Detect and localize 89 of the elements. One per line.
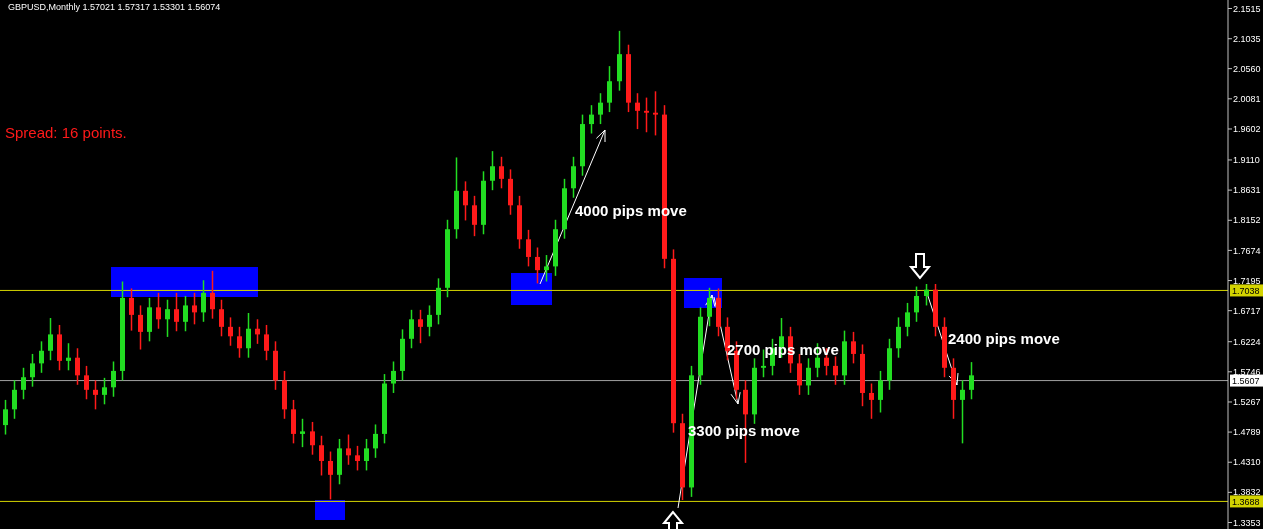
- candlestick: [490, 150, 495, 191]
- y-tick-label: 1.8631: [1233, 185, 1261, 196]
- candlestick: [138, 304, 143, 351]
- candlestick: [237, 326, 242, 359]
- candlestick: [607, 65, 612, 113]
- candlestick: [373, 423, 378, 459]
- candlestick: [300, 418, 305, 448]
- annotation: Spread: 16 points.: [5, 124, 127, 141]
- y-tick-label: 1.6717: [1233, 305, 1261, 316]
- candlestick: [264, 324, 269, 361]
- candlestick: [319, 435, 324, 477]
- candlestick: [210, 270, 215, 320]
- candlestick: [869, 382, 874, 420]
- candlestick: [544, 254, 549, 283]
- candlestick: [66, 342, 71, 372]
- y-tick-label: 2.0560: [1233, 63, 1261, 74]
- candlestick: [30, 353, 35, 388]
- candlestick: [3, 399, 8, 436]
- candlestick: [364, 438, 369, 472]
- candlestick: [12, 379, 17, 420]
- candlestick: [653, 90, 658, 137]
- candlestick: [192, 292, 197, 326]
- annotation: 2400 pips move: [948, 330, 1060, 347]
- y-tick-label: 1.9110: [1233, 155, 1260, 166]
- y-tick-label: 1.3832: [1233, 487, 1261, 498]
- candlestick: [924, 283, 929, 307]
- y-tick-label: 1.6224: [1233, 336, 1261, 347]
- candlestick: [914, 285, 919, 323]
- candlestick: [644, 96, 649, 133]
- candlestick: [969, 361, 974, 401]
- y-tick-label: 1.4310: [1233, 457, 1261, 468]
- candlestick: [75, 347, 80, 386]
- candlestick: [328, 450, 333, 501]
- ref-line-label: 1.3688: [1232, 496, 1260, 507]
- candlestick: [896, 316, 901, 359]
- ref-line-label: 1.5607: [1232, 375, 1260, 386]
- y-tick-label: 1.7674: [1233, 245, 1261, 256]
- candlestick: [960, 379, 965, 445]
- candlestick: [111, 360, 116, 398]
- candlestick: [905, 302, 910, 338]
- y-tick-label: 1.7195: [1233, 275, 1261, 286]
- candlestick: [707, 287, 712, 327]
- candlestick: [418, 309, 423, 344]
- candlestick: [635, 92, 640, 130]
- candlestick: [598, 92, 603, 125]
- candlestick: [183, 295, 188, 332]
- candlestick: [355, 445, 360, 472]
- candlestick: [535, 246, 540, 285]
- candlestick: [571, 156, 576, 199]
- candlestick: [878, 370, 883, 414]
- y-tick-label: 1.5267: [1233, 397, 1261, 408]
- y-tick-label: 1.3353: [1233, 517, 1261, 528]
- candlestick: [499, 156, 504, 190]
- candlestick: [129, 287, 134, 332]
- candlestick: [102, 377, 107, 406]
- candlestick: [246, 312, 251, 359]
- candlestick: [84, 365, 89, 401]
- candlestick: [174, 292, 179, 332]
- candlestick: [39, 340, 44, 374]
- candlestick: [589, 104, 594, 135]
- candlestick: [201, 279, 206, 323]
- y-tick-label: 1.9602: [1233, 124, 1261, 135]
- candlestick: [463, 180, 468, 222]
- candlestick: [48, 317, 53, 361]
- y-tick-label: 1.8152: [1233, 215, 1261, 226]
- candlestick: [391, 360, 396, 394]
- y-tick-label: 2.1515: [1233, 3, 1261, 14]
- chart-title: GBPUSD,Monthly 1.57021 1.57317 1.53301 1.56074: [8, 2, 221, 12]
- candlestick: [346, 433, 351, 466]
- candlestick: [806, 357, 811, 396]
- y-tick-label: 1.4789: [1233, 427, 1261, 438]
- candlestick: [472, 195, 477, 237]
- candlestick: [427, 304, 432, 338]
- y-tick-label: 2.0081: [1233, 93, 1261, 104]
- candlestick: [93, 379, 98, 411]
- candlestick: [165, 299, 170, 338]
- candlestick: [851, 331, 856, 365]
- y-tick-label: 1.5746: [1233, 366, 1261, 377]
- candlestick: [156, 292, 161, 330]
- candlestick: [21, 367, 26, 401]
- candlestick: [409, 309, 414, 350]
- candlestick: [219, 299, 224, 338]
- candlestick: [228, 316, 233, 347]
- candlestick: [526, 229, 531, 268]
- candlestick: [833, 355, 838, 386]
- y-tick-label: 2.1035: [1233, 33, 1261, 44]
- candlestick: [310, 421, 315, 456]
- ref-line-label: 1.7038: [1232, 285, 1260, 296]
- candlestick: [797, 353, 802, 396]
